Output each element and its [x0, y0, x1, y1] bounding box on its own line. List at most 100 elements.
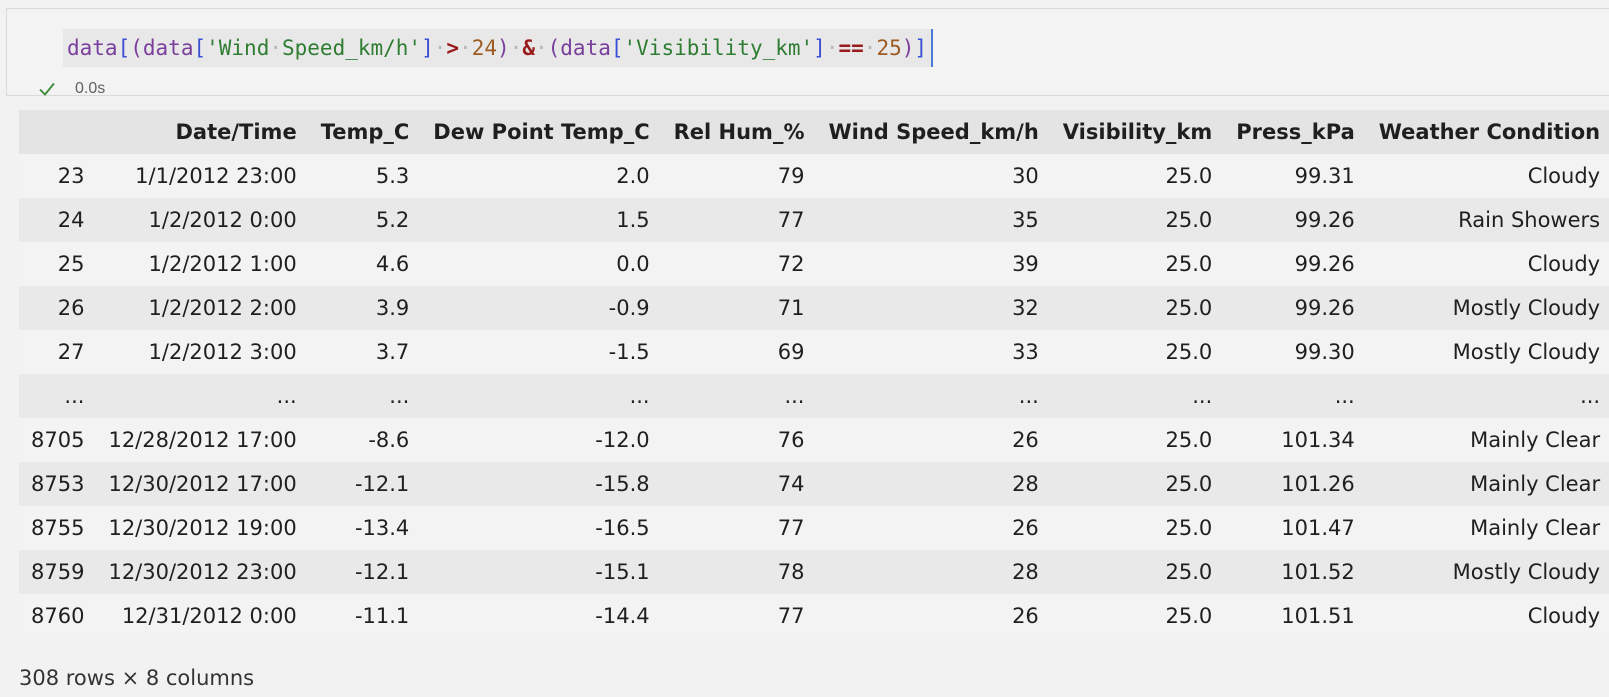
table-cell: 77: [777, 604, 805, 628]
table-cell: 99.31: [1294, 164, 1355, 188]
table-cell: 25.0: [1165, 340, 1213, 364]
table-cell: -12.0: [595, 428, 650, 452]
table-row: 27 1/2/2012 3:00 3.7 -1.5 69 33 25.0 99.30 Mostl…: [19, 330, 1609, 374]
table-cell: 79: [777, 164, 805, 188]
row-index: 26: [57, 296, 85, 320]
table-cell: 25.0: [1165, 604, 1213, 628]
table-cell: 32: [1012, 296, 1039, 320]
row-index: 24: [57, 208, 85, 232]
table-cell: Mainly Clear: [1470, 472, 1601, 496]
code-token: 'Wind: [206, 36, 270, 60]
table-cell: ...: [1018, 384, 1039, 408]
code-token: 25: [876, 36, 902, 60]
table-cell: 25.0: [1165, 472, 1213, 496]
table-cell: 12/31/2012 0:00: [121, 604, 297, 628]
code-token: ): [497, 36, 510, 60]
table-cell: -14.4: [595, 604, 650, 628]
table-cell: Mostly Cloudy: [1452, 296, 1601, 320]
table-cell: 99.26: [1294, 252, 1355, 276]
table-cell: -15.1: [595, 560, 650, 584]
code-token: (: [130, 36, 143, 60]
code-editor[interactable]: data[(data['Wind·Speed_km/h']·>·24)·&·(d…: [63, 29, 934, 67]
table-cell: 25.0: [1165, 164, 1213, 188]
table-cell: 77: [777, 516, 805, 540]
code-token: data: [560, 36, 611, 60]
table-cell: 72: [777, 252, 805, 276]
table-row: 23 1/1/2012 23:00 5.3 2.0 79 30 25.0 99.31 Cloud…: [19, 154, 1609, 198]
column-header: Date/Time: [96, 110, 309, 154]
table-cell: 25.0: [1165, 252, 1213, 276]
code-token: (: [547, 36, 561, 60]
code-token: ·: [509, 36, 523, 60]
code-token: Speed_km/h': [282, 36, 422, 60]
table-cell: Mainly Clear: [1470, 516, 1601, 540]
row-index: 23: [57, 164, 85, 188]
table-cell: 1.5: [616, 208, 650, 232]
table-cell: 26: [1012, 604, 1039, 628]
table-cell: Mostly Cloudy: [1452, 340, 1601, 364]
column-header: Rel Hum_%: [661, 110, 817, 154]
table-cell: Cloudy: [1527, 604, 1601, 628]
table-cell: 101.52: [1281, 560, 1355, 584]
row-index: 27: [57, 340, 85, 364]
cell-status: 0.0s: [37, 77, 105, 101]
row-index: 8753: [31, 472, 85, 496]
table-header-row: Date/Time Temp_C Dew Point Temp_C Rel Hum_%…: [19, 110, 1609, 154]
code-token: ): [901, 36, 915, 60]
table-cell: 0.0: [616, 252, 650, 276]
table-cell: 1/2/2012 3:00: [148, 340, 297, 364]
column-header: Weather Condition: [1366, 110, 1609, 154]
table-cell: 5.3: [375, 164, 410, 188]
table-row: 8759 12/30/2012 23:00 -12.1 -15.1 78 28 25.0 10…: [19, 550, 1609, 594]
code-token: ·: [863, 36, 877, 60]
code-cell[interactable]: data[(data['Wind·Speed_km/h']·>·24)·&·(d…: [6, 8, 1609, 97]
table-cell: ...: [1192, 384, 1213, 408]
row-index: ...: [64, 384, 85, 408]
table-cell: ...: [1580, 384, 1601, 408]
table-row: 8755 12/30/2012 19:00 -13.4 -16.5 77 26 25.0 10…: [19, 506, 1609, 550]
table-cell: Rain Showers: [1458, 208, 1601, 232]
table-cell: 99.30: [1294, 340, 1355, 364]
table-cell: 78: [777, 560, 805, 584]
table-cell: -11.1: [354, 604, 410, 628]
table-cell: 101.47: [1281, 516, 1355, 540]
table-cell: Mainly Clear: [1470, 428, 1601, 452]
table-cell: 12/30/2012 19:00: [108, 516, 297, 540]
table-cell: 1/2/2012 2:00: [148, 296, 297, 320]
table-cell: 77: [777, 208, 805, 232]
code-token: ]: [813, 36, 826, 60]
table-row: 8760 12/31/2012 0:00 -11.1 -14.4 77 26 25.0 101…: [19, 594, 1609, 638]
dataframe-table: Date/Time Temp_C Dew Point Temp_C Rel Hum_%…: [19, 110, 1609, 638]
table-cell: 28: [1012, 472, 1039, 496]
code-token: 'Visibility_km': [623, 36, 814, 60]
table-cell: 101.26: [1281, 472, 1355, 496]
table-cell: 4.6: [375, 252, 410, 276]
code-token: [: [610, 36, 624, 60]
row-index: 8755: [31, 516, 85, 540]
table-cell: 1/2/2012 0:00: [148, 208, 297, 232]
table-cell: ...: [784, 384, 805, 408]
table-cell: Mostly Cloudy: [1452, 560, 1601, 584]
table-cell: 1/2/2012 1:00: [148, 252, 297, 276]
table-cell: 12/30/2012 17:00: [108, 472, 297, 496]
table-body: 23 1/1/2012 23:00 5.3 2.0 79 30 25.0 99.31 Cloud…: [19, 154, 1609, 638]
row-index: 25: [57, 252, 85, 276]
table-cell: Cloudy: [1527, 252, 1601, 276]
table-cell: 101.51: [1281, 604, 1355, 628]
code-token: ·: [433, 36, 447, 60]
table-cell: 69: [777, 340, 805, 364]
column-header: Wind Speed_km/h: [816, 110, 1051, 154]
table-cell: 25.0: [1165, 428, 1213, 452]
code-token: ·: [825, 36, 839, 60]
table-cell: 3.7: [375, 340, 410, 364]
index-header: [19, 110, 97, 154]
table-cell: ...: [276, 384, 297, 408]
code-token: [: [117, 36, 131, 60]
code-token: ·: [459, 36, 472, 60]
code-token: data: [67, 36, 118, 60]
code-token: ]: [421, 36, 434, 60]
table-cell: 25.0: [1165, 560, 1213, 584]
table-cell: 99.26: [1294, 208, 1355, 232]
table-cell: 74: [777, 472, 805, 496]
dataframe-shape: 308 rows × 8 columns: [19, 666, 255, 690]
